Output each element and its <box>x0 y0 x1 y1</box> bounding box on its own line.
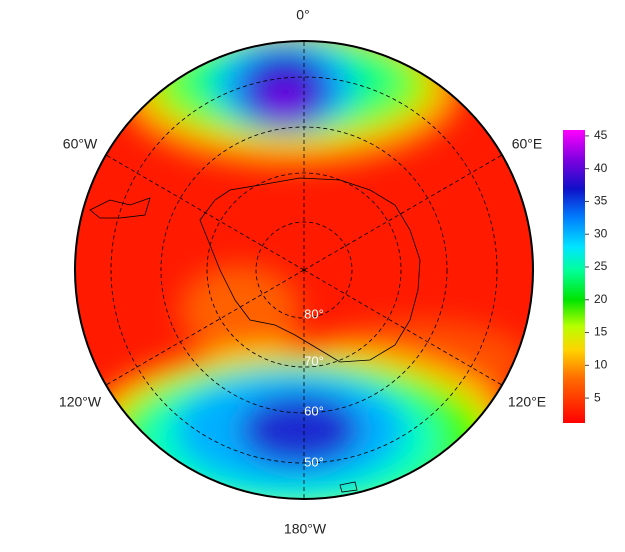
colorbar <box>563 130 585 423</box>
colorbar-tick-label: 40 <box>594 161 608 175</box>
longitude-label: 60°W <box>63 136 98 152</box>
colorbar-tick-label: 30 <box>594 226 608 240</box>
longitude-label: 180°W <box>284 521 327 537</box>
longitude-label: 0° <box>296 7 309 23</box>
colorbar-tick-label: 20 <box>594 292 608 306</box>
colorbar-tick-label: 15 <box>594 325 608 339</box>
colorbar-tick-label: 5 <box>594 390 601 404</box>
latitude-label: 70° <box>304 353 324 368</box>
latitude-label: 60° <box>304 403 324 418</box>
latitude-label: 50° <box>304 454 324 469</box>
map-border <box>74 40 534 500</box>
longitude-label: 120°E <box>508 394 546 410</box>
longitude-label: 60°E <box>512 136 543 152</box>
coastline <box>89 177 421 493</box>
colorbar-tick-label: 10 <box>594 357 608 371</box>
colorbar-tick-label: 45 <box>594 128 608 142</box>
colorbar-tick-label: 35 <box>594 194 608 208</box>
colorbar-tick-label: 25 <box>594 259 608 273</box>
longitude-label: 120°W <box>59 394 102 410</box>
graticule <box>105 41 503 499</box>
latitude-label: 80° <box>304 306 324 321</box>
